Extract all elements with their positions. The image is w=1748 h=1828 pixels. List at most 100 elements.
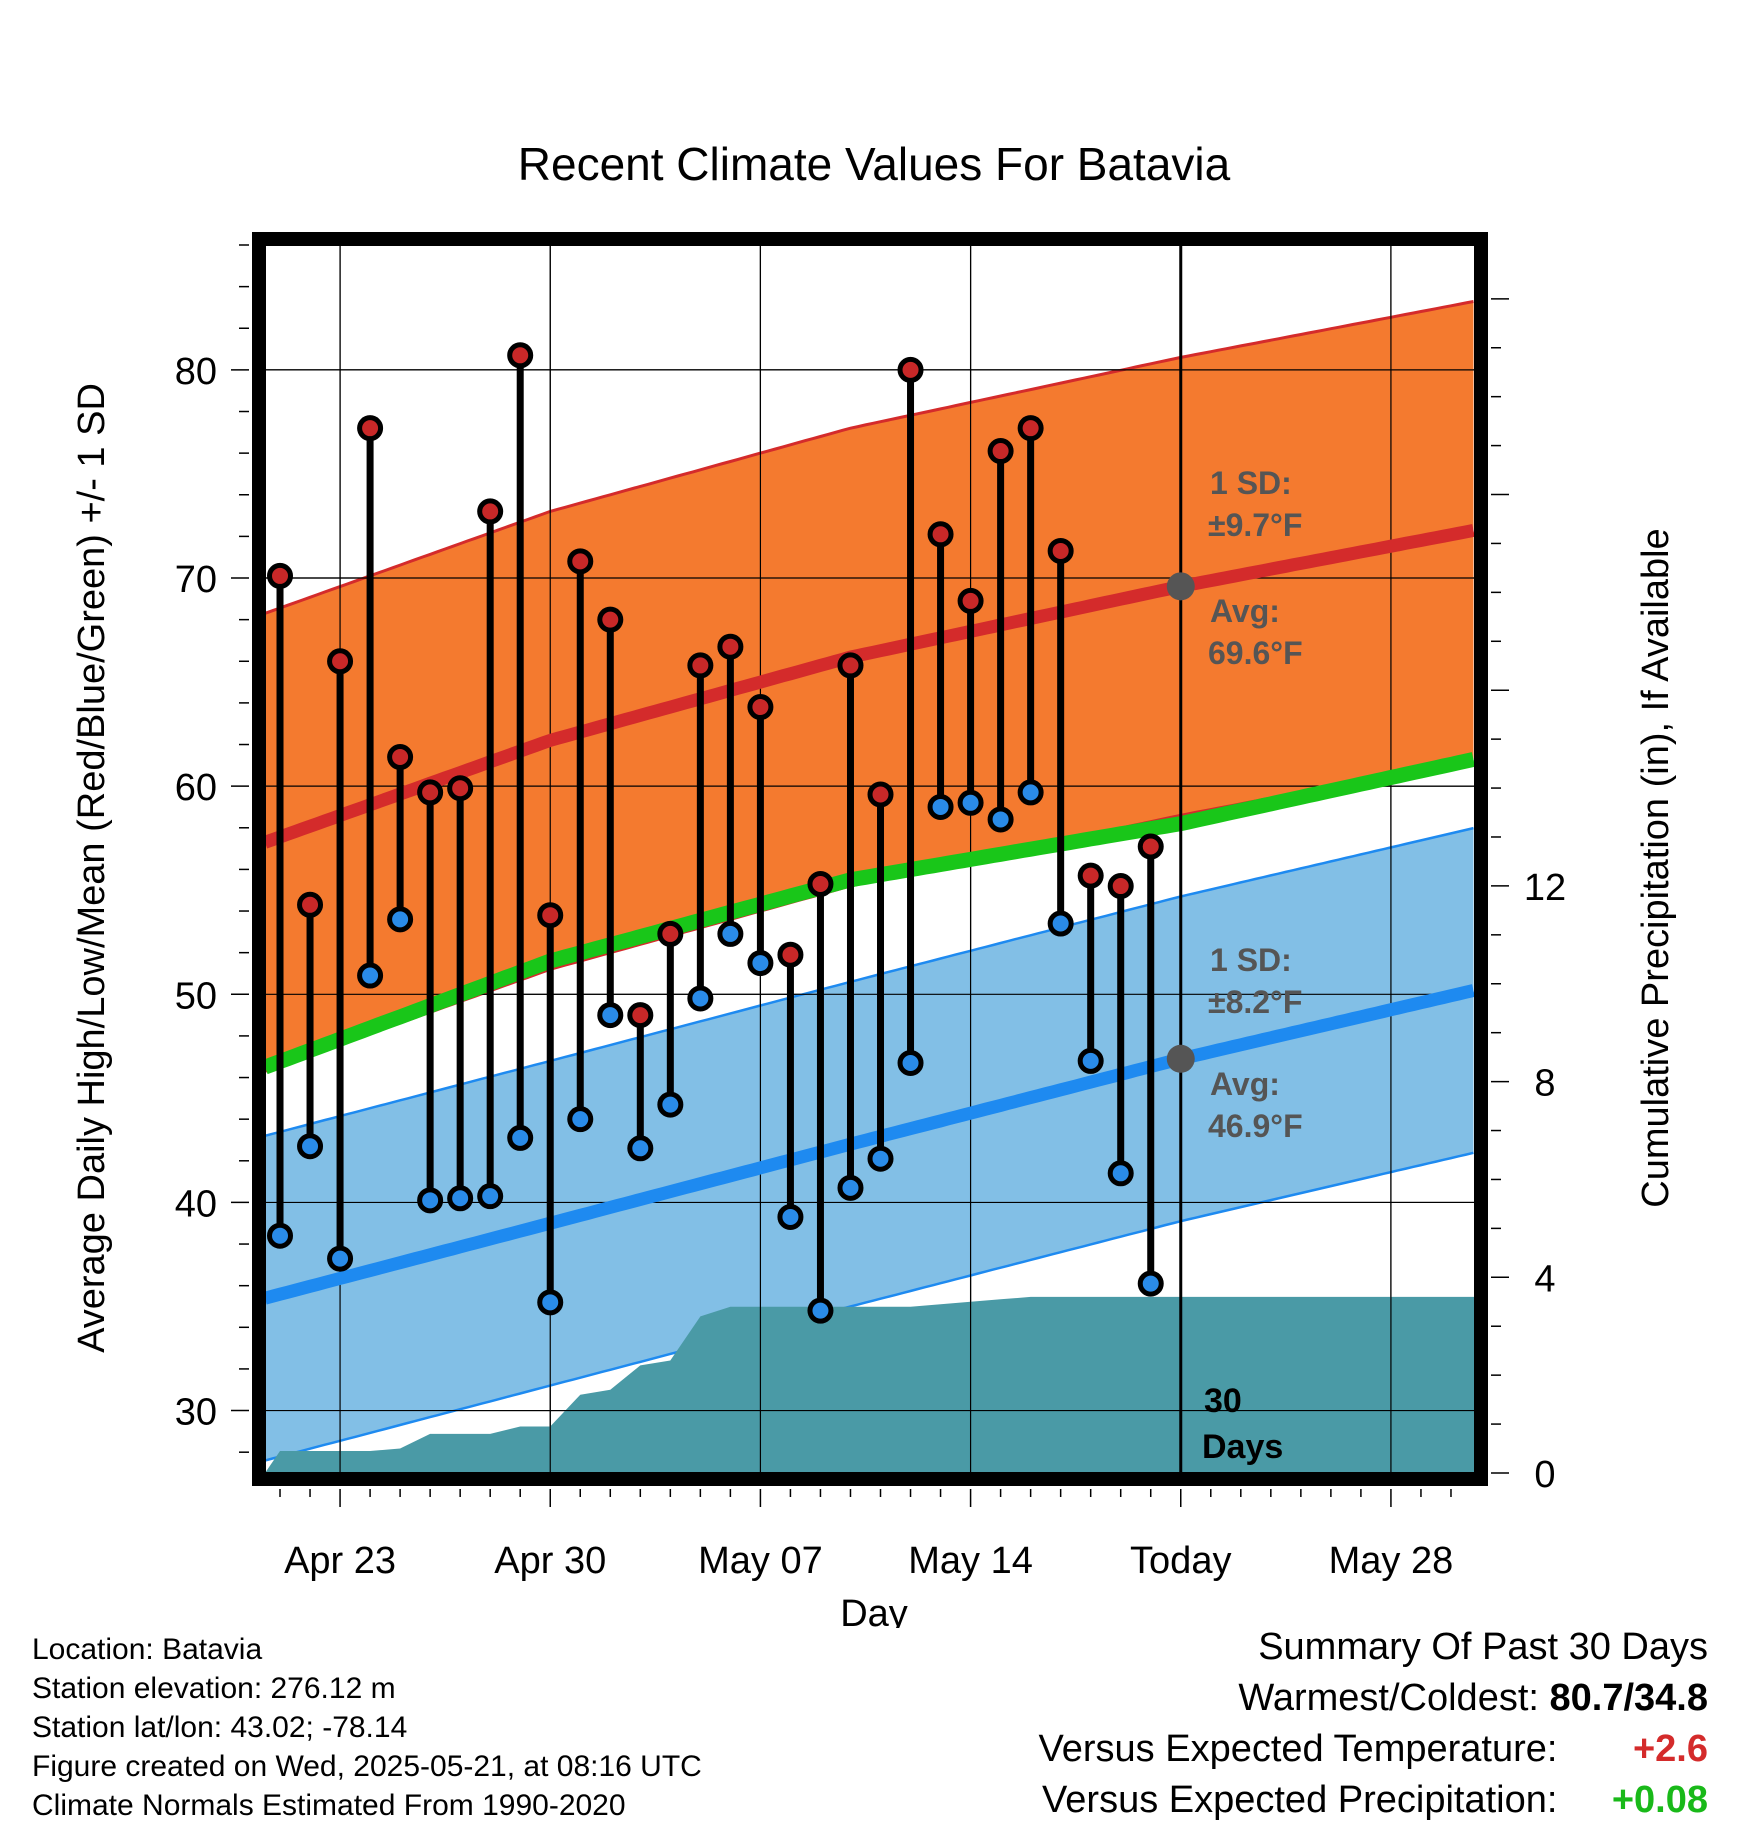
normal-mean-line xyxy=(265,752,1475,1075)
normal-high-line xyxy=(265,524,1475,849)
y-left-tick-label: 40 xyxy=(175,1183,217,1225)
x-tick-label: May 07 xyxy=(698,1540,823,1582)
low-band-upper-edge xyxy=(265,826,1474,1138)
daily-high-point xyxy=(567,548,594,575)
daily-high-point xyxy=(597,606,624,633)
daily-high-point xyxy=(417,779,444,806)
daily-high-point xyxy=(1017,415,1044,442)
daily-high-point xyxy=(957,587,984,614)
daily-high-point xyxy=(1077,862,1104,889)
summary-panel: Summary Of Past 30 Days Warmest/Coldest:… xyxy=(1039,1622,1708,1826)
daily-high-point xyxy=(327,648,354,675)
high-avg-dot xyxy=(1166,572,1195,601)
daily-high-point xyxy=(267,562,294,589)
daily-high-point xyxy=(357,415,384,442)
x-tick-label: Apr 30 xyxy=(494,1540,606,1582)
warm-cold-row: Warmest/Coldest: 80.7/34.8 xyxy=(1039,1673,1708,1724)
x-axis-label: Day xyxy=(840,1593,908,1628)
daily-high-point xyxy=(717,633,744,660)
daily-high-point xyxy=(387,744,414,771)
daily-low-point xyxy=(417,1187,444,1214)
y-left-tick-label: 50 xyxy=(175,975,217,1017)
daily-low-point xyxy=(1107,1160,1134,1187)
high-sd-value: ±9.7°F xyxy=(1208,507,1302,543)
daily-low-point xyxy=(507,1124,534,1151)
daily-high-point xyxy=(507,342,534,369)
daily-low-point xyxy=(387,906,414,933)
daily-high-point xyxy=(987,438,1014,465)
daily-low-point xyxy=(597,1002,624,1029)
temp-row: Versus Expected Temperature: +2.6 xyxy=(1039,1724,1708,1775)
y-right-tick-label: 4 xyxy=(1534,1258,1555,1300)
daily-high-point xyxy=(687,652,714,679)
plot-clipped xyxy=(265,245,1475,1473)
daily-low-point xyxy=(987,806,1014,833)
daily-high-point xyxy=(297,891,324,918)
daily-low-point xyxy=(897,1049,924,1076)
precip-row: Versus Expected Precipitation: +0.08 xyxy=(1039,1775,1708,1826)
y-left-tick-label: 70 xyxy=(175,559,217,601)
low-sd-value: ±8.2°F xyxy=(1208,984,1302,1020)
daily-low-point xyxy=(717,920,744,947)
normal-low-line xyxy=(265,984,1475,1305)
high-band-upper-edge xyxy=(265,300,1474,615)
daily-low-point xyxy=(867,1145,894,1172)
warm-cold-value: 80.7/34.8 xyxy=(1549,1677,1708,1719)
y-right-tick-label: 0 xyxy=(1534,1454,1555,1496)
daily-high-point xyxy=(447,775,474,802)
daily-low-point xyxy=(1077,1047,1104,1074)
daily-low-point xyxy=(477,1183,504,1210)
low-avg-value: 46.9°F xyxy=(1208,1108,1303,1144)
temp-label: Versus Expected Temperature: xyxy=(1038,1728,1558,1770)
daily-low-point xyxy=(657,1091,684,1118)
daily-low-point xyxy=(1137,1270,1164,1297)
daily-high-point xyxy=(1137,833,1164,860)
daily-high-point xyxy=(747,694,774,721)
x-tick-label: May 28 xyxy=(1329,1540,1454,1582)
low-band-lower-edge xyxy=(265,1151,1474,1462)
summary-heading: Summary Of Past 30 Days xyxy=(1258,1626,1708,1668)
daily-low-point xyxy=(357,962,384,989)
high-avg-label: Avg: xyxy=(1210,593,1280,629)
temp-value: +2.6 xyxy=(1632,1728,1708,1770)
daily-low-point xyxy=(927,793,954,820)
y-axis-label-right: Cumulative Precipitation (in), If Availa… xyxy=(1635,528,1677,1207)
warm-cold-label: Warmest/Coldest: xyxy=(1238,1677,1539,1719)
high-avg-value: 69.6°F xyxy=(1208,635,1303,671)
daily-high-point xyxy=(477,498,504,525)
axes: 30 40 50 60 70 80 0 4 8 12 Apr 23 Apr 30 May 07 May 1… xyxy=(175,232,1566,1582)
daily-low-point xyxy=(297,1133,324,1160)
daily-low-point xyxy=(267,1222,294,1249)
daily-low-point xyxy=(837,1174,864,1201)
daily-low-point xyxy=(957,789,984,816)
daily-high-point xyxy=(657,920,684,947)
daily-high-point xyxy=(897,356,924,383)
daily-high-point xyxy=(777,941,804,968)
daily-low-point xyxy=(777,1203,804,1230)
daily-low-point xyxy=(1017,779,1044,806)
high-sd-label: 1 SD: xyxy=(1210,465,1292,501)
daily-low-point xyxy=(1047,910,1074,937)
daily-low-point xyxy=(567,1106,594,1133)
y-left-tick-label: 60 xyxy=(175,767,217,809)
y-left-tick-label: 30 xyxy=(175,1392,217,1434)
precip-value: +0.08 xyxy=(1611,1779,1708,1821)
y-left-tick-label: 80 xyxy=(175,351,217,393)
station-info: Location: Batavia Station elevation: 276… xyxy=(32,1630,702,1825)
daily-high-point xyxy=(867,781,894,808)
climate-chart: Recent Climate Values For Batavia 304050… xyxy=(71,138,1677,1628)
daily-high-point xyxy=(807,870,834,897)
days-word: Days xyxy=(1202,1428,1283,1466)
days-count: 30 xyxy=(1204,1382,1242,1420)
daily-high-point xyxy=(927,521,954,548)
normals-text: Climate Normals Estimated From 1990-2020 xyxy=(32,1789,626,1822)
daily-low-point xyxy=(807,1297,834,1324)
x-tick-label: May 14 xyxy=(908,1540,1033,1582)
daily-high-point xyxy=(537,902,564,929)
daily-low-point xyxy=(687,985,714,1012)
daily-high-point xyxy=(837,652,864,679)
x-tick-label: Today xyxy=(1130,1540,1231,1582)
chart-title: Recent Climate Values For Batavia xyxy=(518,138,1231,190)
elevation-text: Station elevation: 276.12 m xyxy=(32,1672,396,1705)
daily-high-point xyxy=(1107,873,1134,900)
